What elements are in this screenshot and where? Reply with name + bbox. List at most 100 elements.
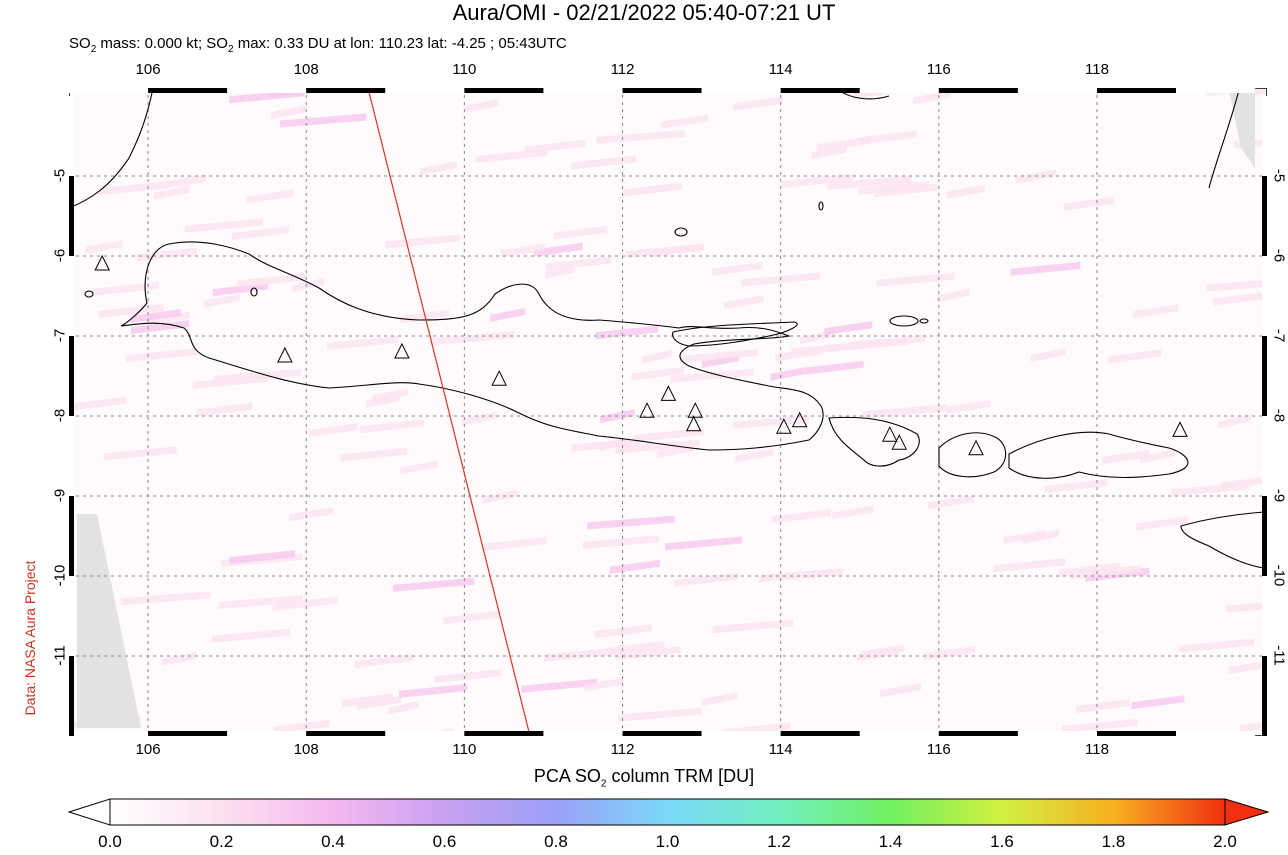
lon-tick-label: 118 [1085, 61, 1109, 78]
so2-swath-pixel [212, 628, 291, 643]
so2-swath-pixel [184, 218, 263, 233]
frame-bar [1096, 88, 1177, 93]
frame-bar [1262, 496, 1267, 576]
so2-swath-pixel [596, 129, 685, 144]
lon-tick-label: 112 [610, 61, 635, 78]
frame-bar [1176, 731, 1256, 736]
frame-bar [701, 731, 781, 736]
lat-tick-label: -11 [51, 645, 69, 666]
lon-tick-label: 110 [452, 61, 477, 78]
so2-swath-pixel [104, 446, 177, 461]
lat-tick-label: -10 [1270, 564, 1288, 587]
so2-swath-pixel [670, 368, 754, 383]
so2-swath-pixel [832, 505, 874, 520]
frame-bar [622, 88, 702, 93]
so2-swath-pixel [533, 242, 583, 257]
lat-tick-label: -11 [1270, 645, 1288, 666]
frame-bar [148, 731, 228, 736]
coastline-sulawesi [1208, 89, 1240, 189]
so2-swath-pixel [1075, 699, 1130, 714]
so2-swath-pixel [946, 399, 991, 414]
so2-swath-pixel [1061, 718, 1138, 733]
volcano-marker [687, 402, 704, 418]
so2-swath-pixel [443, 610, 501, 625]
frame-bar [1262, 416, 1267, 496]
coastline-sumbawa [1008, 431, 1189, 479]
lat-tick-label: -9 [51, 488, 69, 503]
so2-swath-pixel [197, 402, 253, 417]
lon-tick-label: 108 [293, 741, 319, 758]
data-credit: Data: NASA Aura Project [22, 560, 38, 716]
so2-swath-pixel [1030, 348, 1066, 363]
colorbar-body [109, 798, 1226, 826]
frame-bar [69, 336, 74, 416]
so2-swath-pixel [712, 619, 794, 634]
volcano-marker [1172, 421, 1188, 437]
frame-bar [69, 416, 74, 496]
so2-swath-pixel [399, 683, 468, 698]
lon-tick-label: 106 [135, 61, 161, 78]
colorbar-tick-label: 0.8 [544, 832, 568, 851]
frame-bar [69, 256, 74, 336]
lon-tick-label: 108 [293, 61, 319, 78]
frame-bar [69, 176, 74, 256]
frame-bar [780, 731, 860, 736]
so2-swath-pixel [341, 693, 393, 708]
so2-swath-pixel [1133, 304, 1179, 319]
so2-swath-pixel [856, 130, 917, 145]
so2-swath-pixel [1016, 169, 1056, 184]
colorbar-tick-label: 1.0 [655, 832, 680, 851]
so2-swath-pixel [292, 278, 324, 293]
so2-swath-pixel [85, 239, 123, 254]
lat-tick-label: -9 [1270, 488, 1288, 503]
so2-swath-pixel [490, 307, 526, 322]
frame-bar [1262, 176, 1267, 256]
so2-swath-pixel [1221, 476, 1267, 490]
so2-swath-pixel [545, 264, 576, 279]
frame-bar [1176, 88, 1256, 93]
colorbar-label: PCA SO2 column TRM [DU] [533, 766, 755, 790]
no-data-region [1229, 90, 1255, 168]
so2-swath-pixel [1206, 279, 1267, 292]
so2-swath-pixel [1131, 695, 1185, 710]
so2-swath-pixel [272, 596, 338, 611]
volcano-marker [891, 434, 908, 450]
frame-bar [1262, 576, 1267, 656]
frame-bar [938, 731, 1018, 736]
volcano-marker [776, 418, 792, 434]
coastlines [69, 88, 1265, 569]
frame-bar [464, 731, 544, 736]
coastline-sumatra [69, 88, 154, 209]
volcano-marker [277, 346, 293, 363]
volcano-marker [94, 254, 111, 271]
coastline-lombok [938, 432, 1007, 478]
lon-tick-label: 110 [452, 741, 477, 758]
so2-swath-pixel [913, 90, 951, 105]
so2-swath-pixel [153, 185, 190, 200]
frame-bar [1262, 336, 1267, 416]
so2-swath-pixel [1063, 196, 1115, 211]
frame-bar [1262, 656, 1267, 736]
so2-swath-pixel [946, 184, 985, 199]
volcano-marker [639, 402, 655, 418]
volcano-marker [394, 342, 410, 359]
frame-bar [69, 88, 149, 93]
so2-swath-pixel [1069, 565, 1141, 580]
colorbar-low-arrow [67, 798, 111, 826]
so2-swath-pixel [130, 320, 189, 335]
so2-swath-pixel [419, 161, 458, 176]
frame-bar [780, 88, 860, 93]
so2-swath-pixel [1136, 516, 1188, 531]
so2-swath-pixel [392, 577, 475, 592]
colorbar-tick-label: 1.4 [878, 832, 903, 851]
so2-swath-pixel [273, 719, 330, 734]
so2-swath-pixel [993, 558, 1066, 573]
so2-swath-pixel [126, 348, 197, 363]
frame-bar [69, 731, 149, 736]
so2-swath-pixel [806, 360, 864, 375]
so2-swath-pixel [92, 281, 159, 296]
so2-swath-pixel [1218, 414, 1251, 429]
so2-swath-pixel [1010, 261, 1081, 276]
so2-swath-pixel [733, 96, 783, 111]
so2-swath-pixel [354, 653, 414, 668]
